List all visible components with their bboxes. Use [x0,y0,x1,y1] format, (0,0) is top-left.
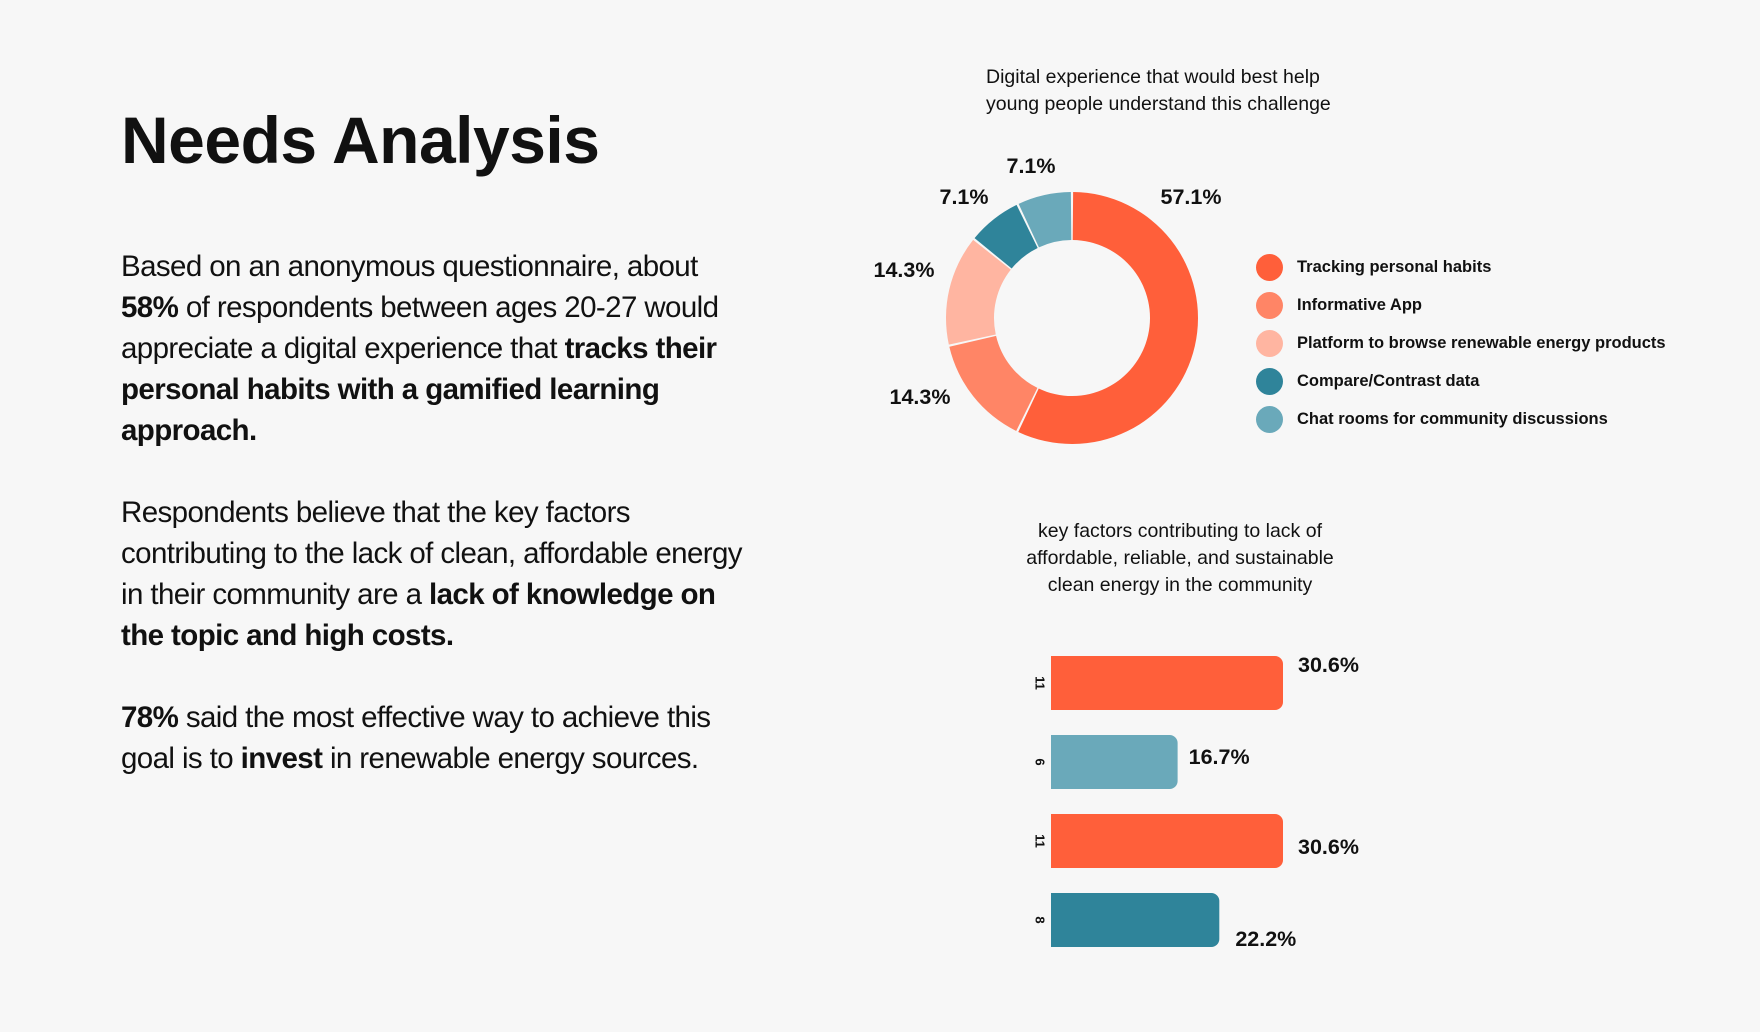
bar-value-label: 30.6% [1298,653,1359,677]
donut-slice [949,335,1038,431]
donut-slice [1018,192,1198,444]
chart-title-line: key factors contributing to lack of [1038,520,1322,542]
legend-swatch [1256,291,1283,319]
bar [1051,814,1283,868]
body-text: said the most effective way to achieve t… [121,701,711,775]
emphasis-text: 78% [121,701,179,734]
bar-category-label: 6 [1033,758,1048,765]
summary-paragraph-3: 78% said the most effective way to achie… [121,697,761,779]
legend-label: Informative App [1297,295,1422,314]
legend-item: Compare/Contrast data [1256,362,1666,400]
donut-slice-label: 7.1% [1006,154,1055,178]
bar-base [1051,814,1061,868]
donut-slice [1018,192,1072,248]
legend-label: Platform to browse renewable energy prod… [1297,333,1666,352]
bar-category-label: 11 [1033,834,1048,848]
donut-slice-label: 14.3% [874,258,935,282]
legend-swatch [1256,367,1283,395]
bar-value-label: 22.2% [1235,927,1296,951]
chart-title-line: clean energy in the community [1047,574,1313,596]
donut-slice-label: 7.1% [939,185,988,209]
bar [1051,656,1283,710]
body-text: Based on an anonymous questionnaire, abo… [121,250,698,283]
bar-category-label: 11 [1033,676,1048,690]
emphasis-text: 58% [121,291,179,324]
legend-swatch [1256,253,1283,281]
bar-category-label: 8 [1033,916,1048,923]
chart-title-line: Digital experience that would best help [986,66,1320,88]
donut-slice-label: 14.3% [890,385,951,409]
bar-base [1051,893,1061,947]
emphasis-text: invest [240,742,323,775]
legend-label: Chat rooms for community discussions [1297,409,1608,428]
chart-title-line: affordable, reliable, and sustainable [1026,547,1334,569]
bar [1051,893,1220,947]
bar-base [1051,656,1061,710]
legend-item: Tracking personal habits [1256,248,1666,286]
legend-label: Tracking personal habits [1297,257,1492,276]
bar-chart-title: key factors contributing to lack of affor… [990,518,1370,599]
summary-paragraph-2: Respondents believe that the key factors… [121,492,761,656]
page-title: Needs Analysis [121,103,600,177]
legend-label: Compare/Contrast data [1297,371,1480,390]
legend-swatch [1256,329,1283,357]
legend-item: Platform to browse renewable energy prod… [1256,324,1666,362]
emphasis-text: lack of knowledge on the topic and high … [121,578,716,652]
donut-legend: Tracking personal habits Informative App P… [1256,248,1666,438]
legend-item: Informative App [1256,286,1666,324]
bar-value-label: 30.6% [1298,835,1359,859]
bar-base [1051,735,1061,789]
bar [1051,735,1178,789]
bar-value-label: 16.7% [1189,745,1250,769]
donut-slice-label: 57.1% [1161,185,1222,209]
donut-chart-title: Digital experience that would best help y… [986,64,1331,118]
summary-paragraph-1: Based on an anonymous questionnaire, abo… [121,246,761,451]
body-text: in renewable energy sources. [322,742,699,775]
emphasis-text: tracks their personal habits with a gami… [121,332,717,447]
legend-item: Chat rooms for community discussions [1256,400,1666,438]
legend-swatch [1256,405,1283,433]
donut-slice [974,204,1038,269]
body-text: of respondents between ages 20-27 would … [121,291,719,365]
donut-slice [946,239,1011,345]
body-text: Respondents believe that the key factors… [121,496,743,611]
chart-title-line: young people understand this challenge [986,93,1331,115]
